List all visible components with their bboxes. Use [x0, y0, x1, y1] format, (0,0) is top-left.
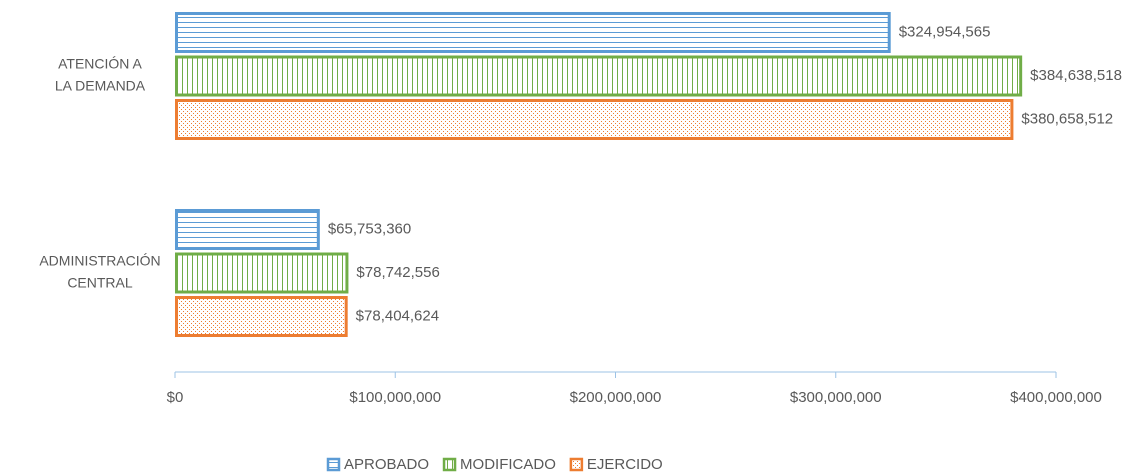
- value-label: $324,954,565: [899, 23, 991, 40]
- bar: [175, 252, 349, 294]
- category-label: ADMINISTRACIÓN: [39, 253, 160, 269]
- value-label: $78,742,556: [356, 264, 439, 281]
- legend-label: MODIFICADO: [460, 456, 556, 473]
- bar: [175, 99, 1014, 140]
- x-tick-label: $300,000,000: [790, 389, 882, 406]
- value-label: $78,404,624: [356, 307, 439, 324]
- legend-swatch: [569, 457, 584, 472]
- category-label: LA DEMANDA: [55, 78, 146, 94]
- bar: [175, 12, 891, 53]
- legend-swatch: [442, 457, 457, 472]
- bar: [175, 209, 320, 250]
- bar: [175, 296, 348, 337]
- category-label: ATENCIÓN A: [58, 56, 142, 72]
- x-tick-label: $200,000,000: [570, 389, 662, 406]
- legend-swatch: [326, 457, 341, 472]
- x-tick-label: $0: [167, 389, 184, 406]
- value-label: $65,753,360: [328, 220, 411, 237]
- value-label: $384,638,518: [1030, 67, 1122, 84]
- legend-label: EJERCIDO: [587, 456, 663, 473]
- x-tick-label: $400,000,000: [1010, 389, 1102, 406]
- value-label: $380,658,512: [1021, 110, 1113, 127]
- category-label: CENTRAL: [67, 275, 133, 291]
- legend-label: APROBADO: [344, 456, 429, 473]
- x-tick-label: $100,000,000: [349, 389, 441, 406]
- bar: [175, 55, 1023, 97]
